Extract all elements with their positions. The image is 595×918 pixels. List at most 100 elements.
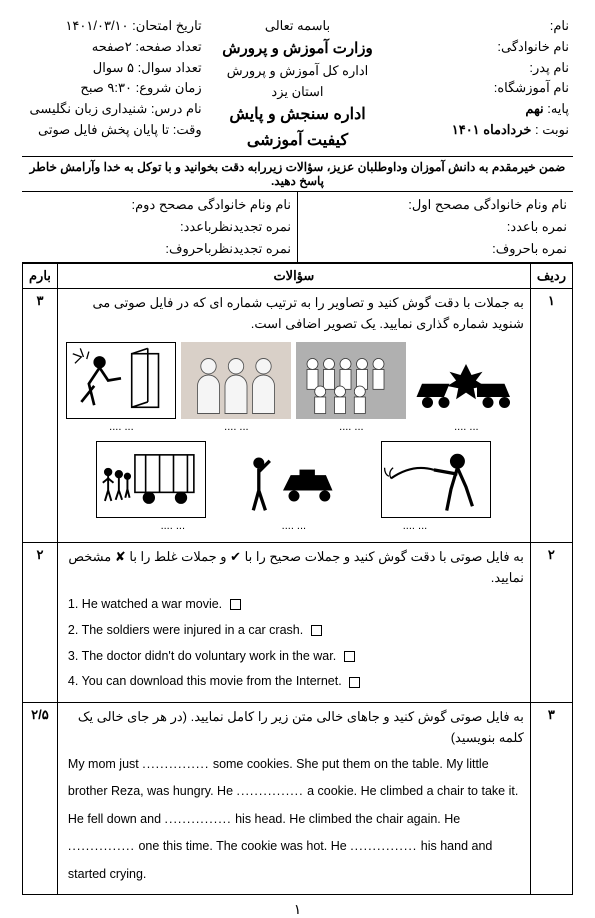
q2-s1: 1. He watched a war movie. bbox=[68, 597, 222, 611]
checkbox-icon[interactable] bbox=[349, 677, 360, 688]
question-row-2: ۲ به فایل صوتی با دقت گوش کنید و جملات ص… bbox=[23, 543, 573, 703]
corrector2-name: نام ونام خانوادگی مصحح دوم: bbox=[28, 194, 291, 216]
subject-value: شنیداری زبان نگلیسی bbox=[30, 101, 148, 116]
dots: ... .... bbox=[454, 421, 478, 433]
father-label: نام پدر: bbox=[393, 58, 569, 79]
q3-frag-5: one this time. The cookie was hot. He bbox=[138, 839, 346, 853]
q2-score: ۲ bbox=[23, 543, 58, 703]
start-time-line: زمان شروع: ۹:۳۰ صبح bbox=[26, 78, 202, 99]
corrector1-score-word: نمره باحروف: bbox=[304, 238, 567, 260]
q1-number: ۱ bbox=[530, 288, 572, 543]
ministry-name: وزارت آموزش و پرورش bbox=[222, 40, 373, 57]
q2-line-2: 2. The soldiers were injured in a car cr… bbox=[68, 619, 520, 643]
school-bus-icon bbox=[96, 441, 206, 518]
term-label: نوبت : bbox=[535, 122, 569, 137]
header-right-column: نام: نام خانوادگی: نام پدر: نام آموزشگاه… bbox=[389, 14, 573, 156]
q2-text: به فایل صوتی با دقت گوش کنید و جملات صحی… bbox=[64, 547, 524, 589]
question-row-1: ۱ به جملات با دقت گوش کنید و تصاویر را ب… bbox=[23, 288, 573, 543]
subject-line: نام درس: شنیداری زبان نگلیسی bbox=[26, 99, 202, 120]
volleyball-team-icon bbox=[296, 342, 406, 419]
corrector1-score-num: نمره باعدد: bbox=[304, 216, 567, 238]
term-value: خردادماه ۱۴۰۱ bbox=[452, 122, 532, 137]
q1-images-row2 bbox=[64, 441, 524, 518]
corrector-1-box: نام ونام خانوادگی مصحح اول: نمره باعدد: … bbox=[298, 192, 573, 262]
grade-label: پایه: bbox=[547, 101, 569, 116]
page-number: ۱ bbox=[22, 901, 573, 918]
dots: ... .... bbox=[161, 520, 185, 532]
page-count-line: تعداد صفحه: ۲صفحه bbox=[26, 37, 202, 58]
qcount-label: تعداد سوال: bbox=[138, 60, 202, 75]
dots: ... .... bbox=[403, 520, 427, 532]
q3-frag-4: his head. He climbed the chair again. He bbox=[235, 812, 460, 826]
q2-s4: 4. You can download this movie from the … bbox=[68, 674, 342, 688]
questions-table: ردیف سؤالات بارم ۱ به جملات با دقت گوش ک… bbox=[22, 263, 573, 895]
header-center-column: باسمه تعالی وزارت آموزش و پرورش اداره کل… bbox=[206, 14, 390, 156]
checkbox-icon[interactable] bbox=[230, 599, 241, 610]
pages-label: تعداد صفحه: bbox=[135, 39, 201, 54]
q2-number: ۲ bbox=[530, 543, 572, 703]
name-label: نام: bbox=[393, 16, 569, 37]
col-question: سؤالات bbox=[57, 263, 530, 288]
time-label: وقت: bbox=[173, 122, 202, 137]
corrector1-name: نام ونام خانوادگی مصحح اول: bbox=[304, 194, 567, 216]
table-header-row: ردیف سؤالات بارم bbox=[23, 263, 573, 288]
q3-cell: به فایل صوتی گوش کنید و جاهای خالی متن ز… bbox=[57, 703, 530, 895]
q2-line-1: 1. He watched a war movie. bbox=[68, 593, 520, 617]
time-value: تا پایان پخش فایل صوتی bbox=[38, 122, 169, 137]
q2-sentences: 1. He watched a war movie. 2. The soldie… bbox=[64, 589, 524, 698]
car-crash-icon bbox=[411, 342, 521, 419]
q1-dots-row2: ... .... ... .... ... .... bbox=[64, 520, 524, 532]
q2-line-3: 3. The doctor didn't do voluntary work i… bbox=[68, 645, 520, 669]
start-value: ۹:۳۰ صبح bbox=[80, 80, 132, 95]
dots: ... .... bbox=[339, 421, 363, 433]
blank: ............... bbox=[237, 784, 304, 798]
dots: ... .... bbox=[282, 520, 306, 532]
medical-team-icon bbox=[181, 342, 291, 419]
q1-score: ۳ bbox=[23, 288, 58, 543]
question-count-line: تعداد سوال: ۵ سوال bbox=[26, 58, 202, 79]
instruction-line: ضمن خیرمقدم به دانش آموزان وداوطلبان عزی… bbox=[22, 157, 573, 192]
start-label: زمان شروع: bbox=[136, 80, 202, 95]
blank: ............... bbox=[350, 839, 417, 853]
dots: ... .... bbox=[224, 421, 248, 433]
duration-line: وقت: تا پایان پخش فایل صوتی bbox=[26, 120, 202, 141]
checkbox-icon[interactable] bbox=[311, 625, 322, 636]
question-row-3: ۳ به فایل صوتی گوش کنید و جاهای خالی متن… bbox=[23, 703, 573, 895]
province-dept: اداره کل آموزش و پرورش استان یزد bbox=[210, 61, 386, 103]
corrector-2-box: نام ونام خانوادگی مصحح دوم: نمره تجدیدنظ… bbox=[22, 192, 298, 262]
corrector2-score-num: نمره تجدیدنظرباعدد: bbox=[28, 216, 291, 238]
blank: ............... bbox=[68, 839, 135, 853]
pages-value: ۲صفحه bbox=[92, 39, 132, 54]
date-label: تاریخ امتحان: bbox=[132, 18, 202, 33]
col-score: بارم bbox=[23, 263, 58, 288]
blank: ............... bbox=[142, 757, 209, 771]
q3-number: ۳ bbox=[530, 703, 572, 895]
q2-s2: 2. The soldiers were injured in a car cr… bbox=[68, 623, 303, 637]
family-label: نام خانوادگی: bbox=[393, 37, 569, 58]
col-radif: ردیف bbox=[530, 263, 572, 288]
q3-score: ۲/۵ bbox=[23, 703, 58, 895]
taxi-hail-icon bbox=[239, 441, 349, 518]
q2-cell: به فایل صوتی با دقت گوش کنید و جملات صحی… bbox=[57, 543, 530, 703]
date-value: ۱۴۰۱/۰۳/۱۰ bbox=[65, 18, 128, 33]
assessment-office: اداره سنجش و پایش کیفیت آموزشی bbox=[229, 106, 365, 149]
school-label: نام آموزشگاه: bbox=[393, 78, 569, 99]
exam-date-line: تاریخ امتحان: ۱۴۰۱/۰۳/۱۰ bbox=[26, 16, 202, 37]
q1-dots-row1: ... .... ... .... ... .... ... .... bbox=[64, 421, 524, 433]
q1-images-row1 bbox=[64, 342, 524, 419]
exam-header: نام: نام خانوادگی: نام پدر: نام آموزشگاه… bbox=[22, 14, 573, 157]
grade-line: پایه: نهم bbox=[393, 99, 569, 120]
subject-label: نام درس: bbox=[151, 101, 202, 116]
q3-frag-1: My mom just bbox=[68, 757, 139, 771]
correctors-row: نام ونام خانوادگی مصحح اول: نمره باعدد: … bbox=[22, 192, 573, 263]
bismillah: باسمه تعالی bbox=[210, 16, 386, 37]
header-left-column: تاریخ امتحان: ۱۴۰۱/۰۳/۱۰ تعداد صفحه: ۲صف… bbox=[22, 14, 206, 156]
q3-paragraph: My mom just ............... some cookies… bbox=[64, 749, 524, 891]
qcount-value: ۵ سوال bbox=[93, 60, 134, 75]
grade-value: نهم bbox=[525, 101, 543, 116]
checkbox-icon[interactable] bbox=[344, 651, 355, 662]
term-line: نوبت : خردادماه ۱۴۰۱ bbox=[393, 120, 569, 141]
corrector2-score-word: نمره تجدیدنظرباحروف: bbox=[28, 238, 291, 260]
q3-text: به فایل صوتی گوش کنید و جاهای خالی متن ز… bbox=[64, 707, 524, 749]
q1-cell: به جملات با دقت گوش کنید و تصاویر را به … bbox=[57, 288, 530, 543]
